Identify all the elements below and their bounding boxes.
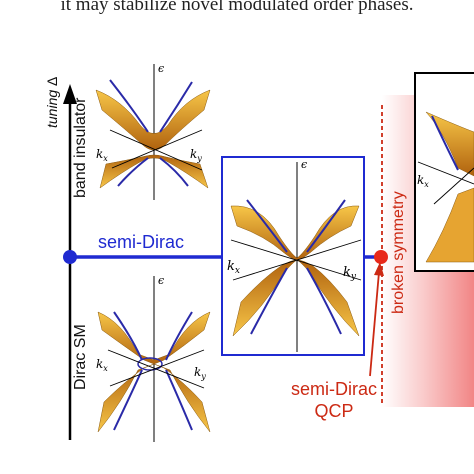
ky-axis-label: ky (194, 365, 206, 381)
band-insulator-panel: ϵ kx ky (92, 60, 212, 200)
qcp-point (374, 250, 388, 264)
semi-dirac-point (63, 250, 77, 264)
ky-axis-label: ky (190, 147, 202, 163)
tuning-axis-arrowhead (63, 84, 77, 104)
qcp-pointer-arrowhead (374, 262, 384, 276)
kx-axis-label: kx (96, 147, 108, 163)
eps-axis-label: ϵ (301, 158, 307, 171)
kx-axis-label: kx (96, 357, 108, 373)
semi-dirac-panel: ϵ kx ky (221, 156, 365, 356)
semi-dirac-qcp-label: semi-Dirac QCP (288, 378, 380, 422)
semi-dirac-label: semi-Dirac (98, 232, 185, 252)
tuning-axis-label: tuning Δ (44, 76, 60, 128)
qcp-label-line1: semi-Dirac (290, 379, 377, 399)
qcp-pointer-arrow (369, 271, 380, 377)
eps-axis-label: ϵ (158, 274, 164, 287)
figure-caption-fragment: it may stabilize novel modulated order p… (60, 0, 414, 15)
eps-axis-label: ϵ (158, 62, 164, 75)
broken-symmetry-panel: kx (414, 72, 474, 272)
dirac-sm-label: Dirac SM (72, 324, 89, 390)
qcp-label-line2: QCP (314, 401, 354, 421)
band-insulator-label: band insulator (72, 97, 89, 198)
dirac-sm-panel: ϵ kx ky (92, 272, 212, 444)
broken-symmetry-label: broken symmetry (390, 191, 407, 314)
